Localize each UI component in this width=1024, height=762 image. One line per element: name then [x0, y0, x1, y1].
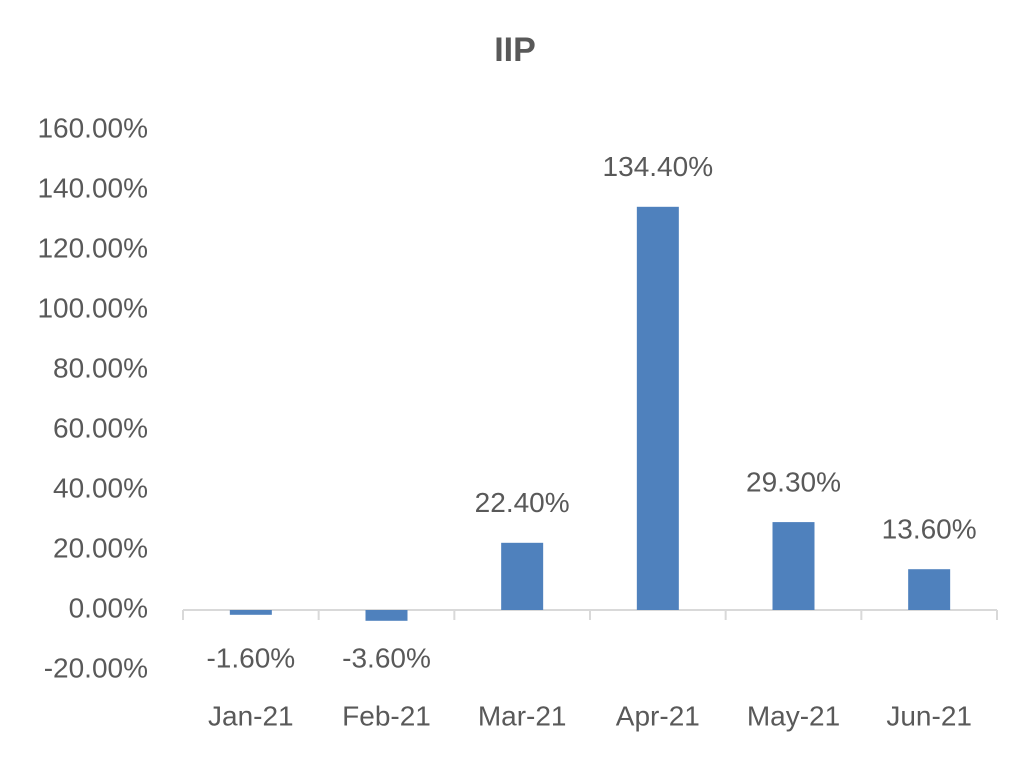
y-tick-label: 20.00%	[53, 532, 148, 563]
x-tick-label: Jan-21	[208, 700, 294, 731]
data-label: 13.60%	[882, 514, 977, 545]
x-tick-label: Feb-21	[342, 700, 431, 731]
y-tick-label: 120.00%	[37, 232, 148, 263]
data-label: -1.60%	[206, 642, 295, 673]
y-tick-label: 100.00%	[37, 292, 148, 323]
x-tick-label: May-21	[747, 700, 840, 731]
data-label: -3.60%	[342, 642, 431, 673]
x-tick-label: Apr-21	[616, 700, 700, 731]
y-tick-label: -20.00%	[44, 652, 148, 683]
y-tick-label: 80.00%	[53, 352, 148, 383]
y-tick-label: 60.00%	[53, 412, 148, 443]
bar	[365, 610, 408, 621]
bar	[229, 610, 272, 615]
data-label: 22.40%	[475, 487, 570, 518]
y-tick-label: 40.00%	[53, 472, 148, 503]
chart-title: IIP	[494, 31, 536, 69]
bar	[908, 569, 951, 610]
y-tick-label: 0.00%	[69, 592, 148, 623]
data-label: 134.40%	[603, 151, 714, 182]
x-tick-label: Jun-21	[886, 700, 972, 731]
bar	[501, 542, 544, 610]
bar	[636, 206, 679, 611]
x-tick-label: Mar-21	[478, 700, 567, 731]
bar	[772, 522, 815, 610]
data-label: 29.30%	[746, 466, 841, 497]
y-tick-label: 160.00%	[37, 112, 148, 143]
y-tick-label: 140.00%	[37, 172, 148, 203]
